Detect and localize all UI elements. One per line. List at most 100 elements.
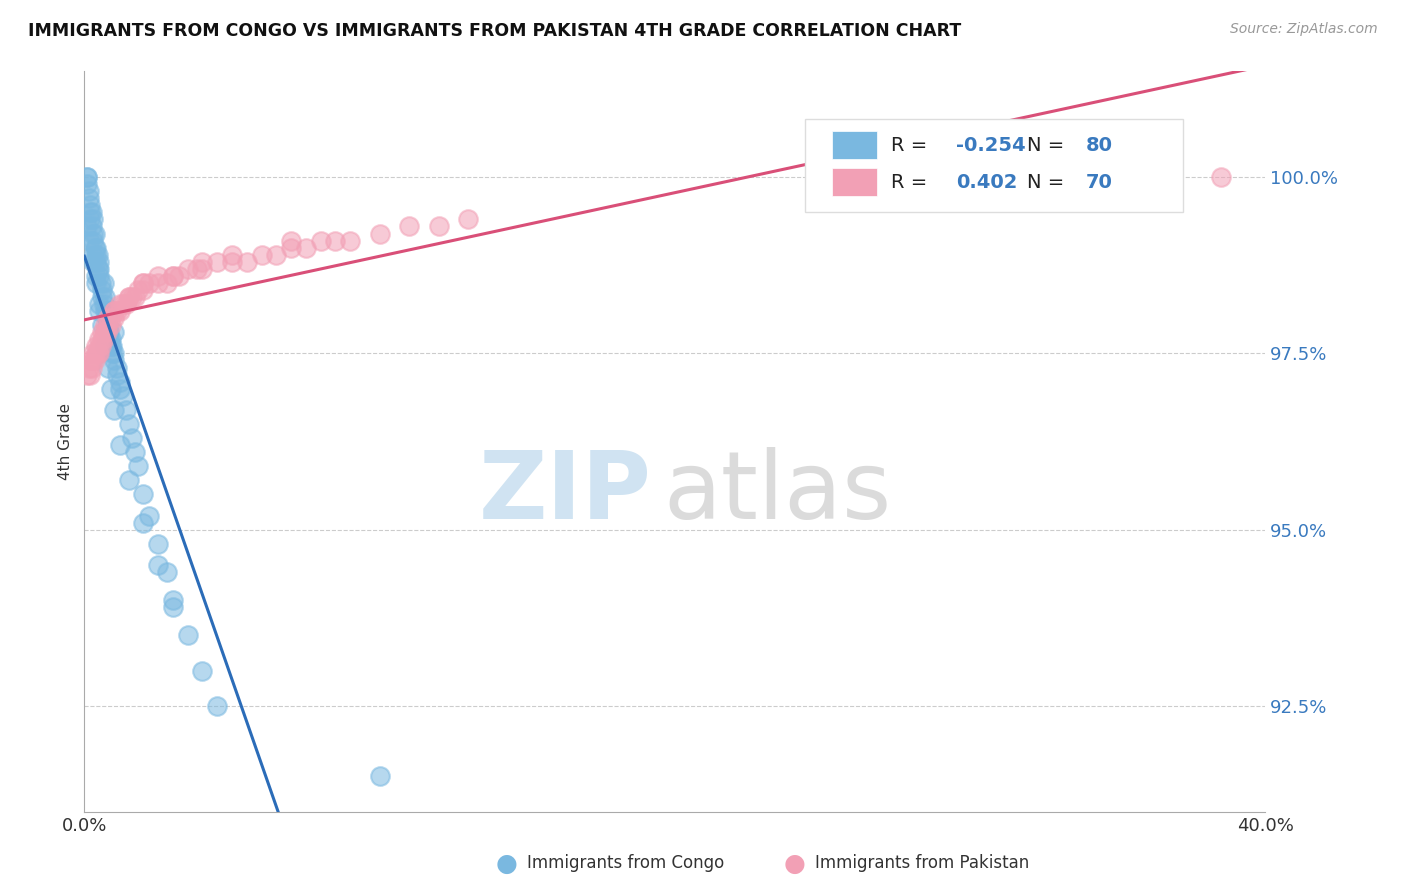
Point (87, 332, 111, 346)
Point (103, 402, 125, 417)
Point (87, 339, 111, 353)
Point (250, 248, 273, 262)
Point (221, 248, 243, 262)
Text: ●: ● (783, 852, 806, 875)
Point (280, 241, 302, 255)
Point (93, 276, 115, 290)
Point (148, 276, 170, 290)
Point (87, 261, 111, 276)
Point (121, 290, 143, 304)
Point (100, 332, 122, 346)
Point (80, 219, 103, 234)
Point (93, 332, 115, 346)
Point (295, 241, 318, 255)
Point (82, 234, 104, 248)
Point (138, 276, 160, 290)
Point (87, 346, 111, 360)
Point (162, 593, 184, 607)
Point (325, 234, 347, 248)
Point (100, 339, 122, 353)
Point (124, 290, 146, 304)
Point (91, 290, 114, 304)
Point (167, 268, 190, 283)
Point (111, 389, 134, 403)
Point (76, 219, 98, 234)
Point (94, 325, 117, 339)
Point (457, 212, 479, 227)
Point (97, 311, 120, 326)
Point (368, 769, 391, 783)
Point (138, 508, 160, 523)
Text: Source: ZipAtlas.com: Source: ZipAtlas.com (1230, 22, 1378, 37)
Point (84, 241, 107, 255)
Point (90, 339, 112, 353)
Point (398, 219, 420, 234)
Point (86, 346, 108, 360)
Point (97, 318, 120, 333)
Point (79, 368, 101, 382)
Point (80, 205, 103, 219)
Point (156, 276, 179, 290)
Point (108, 375, 131, 389)
Point (87, 297, 111, 311)
Point (114, 402, 136, 417)
Text: IMMIGRANTS FROM CONGO VS IMMIGRANTS FROM PAKISTAN 4TH GRADE CORRELATION CHART: IMMIGRANTS FROM CONGO VS IMMIGRANTS FROM… (28, 22, 962, 40)
Point (83, 241, 105, 255)
Point (83, 227, 105, 241)
Point (80, 360, 103, 375)
Point (191, 261, 214, 276)
Point (96, 325, 118, 339)
Point (108, 382, 131, 396)
Point (91, 332, 114, 346)
Point (79, 234, 101, 248)
Point (82, 254, 104, 268)
Text: -0.254: -0.254 (956, 136, 1025, 155)
Point (127, 459, 149, 474)
Point (96, 311, 118, 326)
Point (309, 234, 332, 248)
Point (82, 248, 104, 262)
Point (156, 565, 179, 579)
Point (77, 360, 100, 375)
Point (98, 332, 121, 346)
Point (105, 304, 128, 318)
Point (82, 346, 104, 360)
Point (111, 297, 134, 311)
FancyBboxPatch shape (804, 120, 1182, 212)
Point (77, 184, 100, 198)
Point (100, 311, 122, 326)
Point (97, 325, 120, 339)
Point (103, 304, 125, 318)
Text: 70: 70 (1085, 173, 1112, 192)
Point (118, 290, 141, 304)
Point (79, 205, 101, 219)
Point (236, 254, 259, 268)
Point (83, 353, 105, 368)
Point (118, 473, 141, 487)
Text: ●: ● (495, 852, 517, 875)
Point (77, 191, 100, 205)
Point (124, 445, 146, 459)
Point (87, 304, 111, 318)
Point (82, 353, 104, 368)
Point (84, 276, 107, 290)
Point (177, 261, 200, 276)
Point (91, 325, 114, 339)
Point (127, 283, 149, 297)
Text: R =: R = (891, 173, 934, 192)
Point (132, 276, 155, 290)
Point (76, 170, 98, 185)
Point (76, 177, 98, 191)
Point (101, 339, 124, 353)
Point (87, 254, 111, 268)
Point (368, 227, 391, 241)
Text: Immigrants from Pakistan: Immigrants from Pakistan (815, 855, 1029, 872)
Point (84, 339, 107, 353)
Point (103, 311, 125, 326)
Point (101, 346, 124, 360)
Point (191, 664, 214, 678)
Text: N =: N = (1026, 136, 1070, 155)
Point (207, 698, 229, 713)
Point (162, 268, 184, 283)
Point (97, 360, 120, 375)
